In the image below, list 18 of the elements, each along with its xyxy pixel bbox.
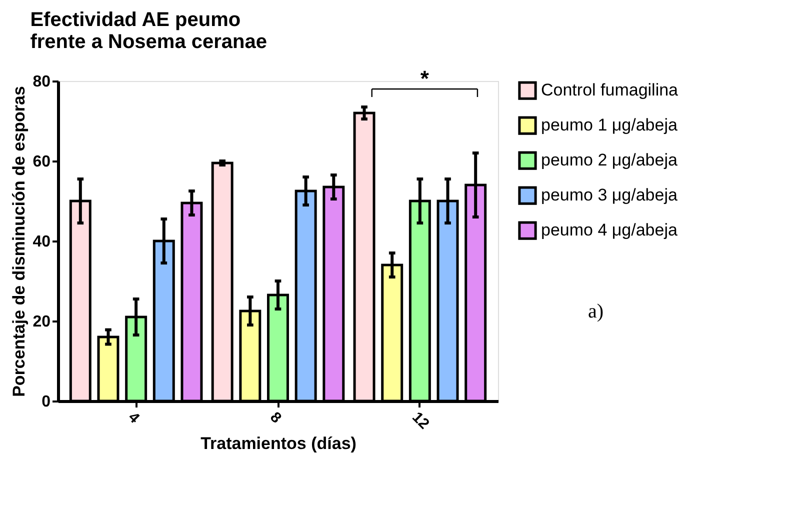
y-axis-title: Porcentaje de disminución de esporas [10, 86, 29, 397]
legend-label: peumo 2 μg/abeja [541, 150, 678, 170]
legend-label: peumo 3 μg/abeja [541, 186, 678, 204]
legend-label: Control fumagilina [541, 80, 679, 100]
y-tick-label: 80 [32, 74, 51, 90]
legend-label: peumo 4 μg/abeja [541, 220, 678, 240]
x-tick-label: 4 [124, 408, 144, 428]
text: a) [588, 300, 604, 322]
y-tick-label: 20 [32, 314, 51, 330]
y-tick-label: 60 [32, 154, 51, 170]
annotation: * [420, 66, 430, 91]
x-tick-label: 8 [266, 408, 285, 427]
y-tick-label: 0 [42, 394, 51, 410]
chart-title: Efectividad AE peumo frente a Nosema ceranae [30, 9, 267, 53]
x-tick-label: 12 [408, 408, 432, 433]
y-tick-label: 40 [32, 234, 51, 250]
x-axis-title: Tratamientos (días) [200, 434, 356, 453]
legend-label: peumo 1 μg/abeja [541, 116, 678, 134]
